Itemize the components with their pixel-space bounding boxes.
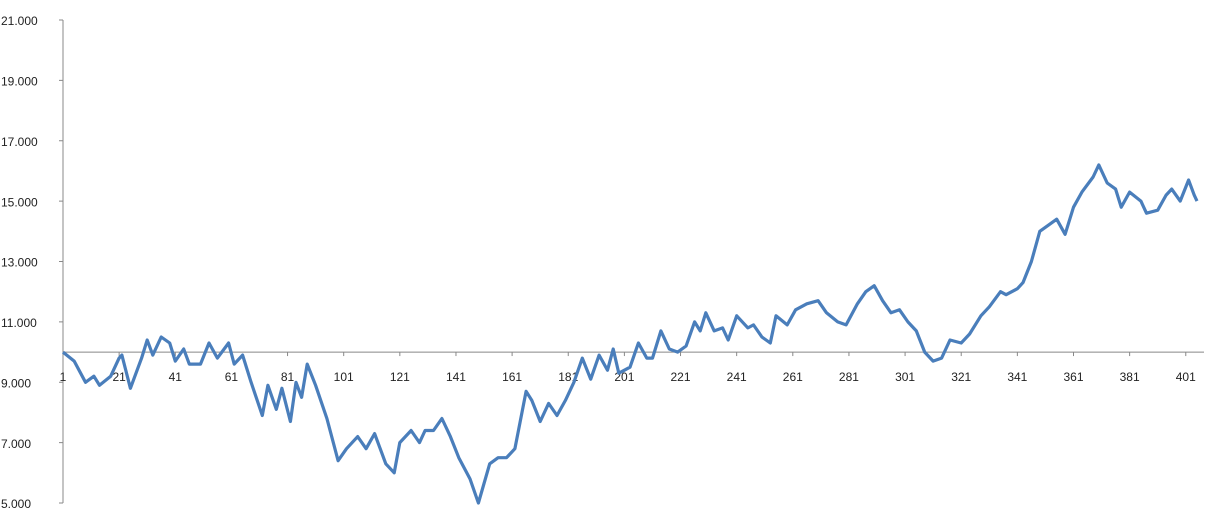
y-tick-label: 11.000: [1, 316, 37, 330]
x-tick-label: 1: [60, 370, 67, 384]
y-tick-label: 9.000: [1, 376, 31, 390]
line-series: [61, 163, 1199, 505]
x-tick-label: 101: [334, 370, 354, 384]
x-tick-label: 401: [1176, 370, 1196, 384]
x-tick-label: 141: [446, 370, 466, 384]
y-tick-label: 15.000: [1, 195, 38, 209]
y-tick-label: 13.000: [1, 256, 38, 270]
x-tick-label: 361: [1063, 370, 1083, 384]
x-tick-label: 341: [1007, 370, 1027, 384]
y-tick-label: 5.000: [1, 497, 31, 511]
x-tick-label: 61: [225, 370, 239, 384]
x-tick-label: 81: [281, 370, 295, 384]
x-tick-label: 41: [169, 370, 183, 384]
x-tick-label: 261: [783, 370, 803, 384]
x-tick-label: 161: [502, 370, 522, 384]
x-tick-label: 221: [671, 370, 691, 384]
y-tick-label: 19.000: [1, 75, 38, 89]
x-tick-label: 381: [1120, 370, 1140, 384]
y-tick-label: 7.000: [1, 437, 31, 451]
x-tick-label: 301: [895, 370, 915, 384]
y-tick-label: 21.000: [1, 14, 38, 28]
x-tick-label: 321: [951, 370, 971, 384]
x-tick-label: 121: [390, 370, 410, 384]
x-tick-label: 281: [839, 370, 859, 384]
x-tick-label: 21: [112, 370, 126, 384]
y-tick-label: 17.000: [1, 135, 38, 149]
x-tick-label: 241: [727, 370, 747, 384]
